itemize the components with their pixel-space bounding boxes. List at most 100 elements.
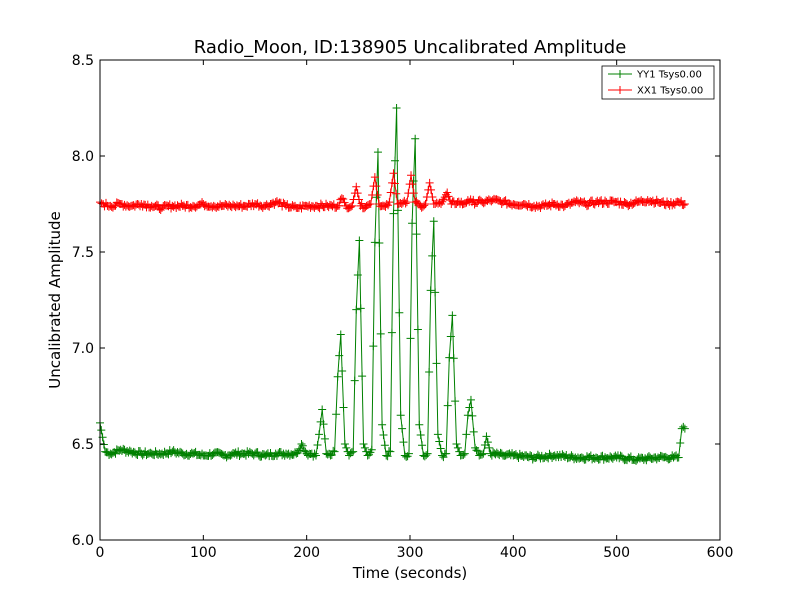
y-axis: 6.0 6.5 7.0 7.5 8.0 8.5 [72, 53, 720, 549]
data-point-0 [376, 329, 385, 338]
data-point-0 [435, 437, 444, 446]
data-point-0 [676, 439, 685, 448]
data-point-0 [477, 450, 486, 459]
data-point-0 [338, 367, 347, 376]
data-point-0 [378, 420, 387, 429]
data-point-1 [425, 178, 434, 187]
x-tick-label: 600 [707, 545, 734, 561]
data-point-0 [349, 447, 358, 456]
data-point-0 [315, 430, 324, 439]
data-point-0 [483, 438, 492, 447]
data-point-0 [436, 444, 445, 453]
data-point-0 [466, 395, 475, 404]
data-point-0 [350, 376, 359, 385]
data-point-0 [391, 156, 400, 165]
data-point-0 [408, 219, 417, 228]
data-point-1 [352, 182, 361, 191]
data-point-0 [360, 443, 369, 452]
plot-markers [96, 104, 689, 465]
data-point-0 [406, 334, 415, 343]
data-point-0 [395, 308, 404, 317]
data-point-0 [416, 431, 425, 440]
data-point-1 [401, 199, 410, 208]
x-axis: 0 100 200 300 400 500 600 [96, 60, 734, 561]
x-tick-label: 0 [96, 545, 105, 561]
data-point-1 [370, 173, 379, 182]
data-point-1 [444, 192, 453, 201]
legend-marker-xx1 [616, 86, 624, 94]
data-point-1 [339, 195, 348, 204]
x-axis-label: Time (seconds) [352, 564, 468, 582]
data-point-1 [346, 202, 355, 211]
data-point-0 [451, 397, 460, 406]
data-point-1 [427, 185, 436, 194]
data-point-0 [674, 453, 683, 462]
data-point-0 [479, 449, 488, 458]
data-point-0 [418, 441, 427, 450]
data-point-1 [680, 200, 689, 208]
data-point-1 [389, 169, 398, 178]
data-point-1 [156, 205, 165, 214]
data-point-0 [336, 330, 345, 339]
data-point-1 [384, 201, 393, 210]
data-point-0 [459, 450, 468, 459]
data-point-0 [386, 447, 395, 456]
data-point-1 [152, 200, 161, 209]
data-point-0 [482, 432, 491, 441]
data-point-0 [404, 449, 413, 458]
data-point-1 [392, 189, 401, 198]
data-point-0 [329, 446, 338, 455]
data-point-0 [370, 238, 379, 247]
data-point-1 [372, 182, 381, 191]
data-point-0 [468, 411, 477, 420]
data-point-0 [412, 230, 421, 239]
data-point-1 [385, 198, 394, 207]
data-point-0 [356, 304, 365, 313]
data-point-0 [313, 440, 322, 449]
data-point-0 [433, 430, 442, 439]
data-point-0 [311, 451, 320, 460]
data-point-1 [402, 198, 411, 207]
legend-label-yy1: YY1 Tsys0.00 [636, 70, 702, 81]
data-point-0 [253, 448, 262, 457]
data-point-1 [443, 188, 452, 197]
data-point-0 [415, 420, 424, 429]
data-point-0 [326, 451, 335, 460]
data-point-0 [452, 440, 461, 448]
data-point-0 [460, 449, 469, 458]
data-point-0 [384, 447, 393, 456]
y-tick-label: 6.5 [72, 437, 94, 453]
y-tick-label: 7.0 [72, 341, 94, 357]
y-tick-label: 8.5 [72, 53, 94, 69]
data-point-0 [680, 424, 689, 433]
data-point-0 [472, 446, 481, 455]
data-point-0 [392, 104, 401, 112]
data-point-0 [297, 440, 306, 448]
data-point-0 [382, 451, 391, 460]
data-point-0 [97, 426, 106, 435]
y-tick-label: 6.0 [72, 533, 94, 549]
legend-label-xx1: XX1 Tsys0.00 [637, 86, 703, 97]
data-point-0 [389, 209, 398, 218]
data-point-0 [369, 342, 378, 351]
data-point-0 [425, 368, 434, 376]
data-point-0 [335, 351, 344, 360]
data-point-0 [398, 424, 407, 433]
data-point-0 [453, 443, 462, 452]
data-point-0 [380, 441, 389, 450]
legend: YY1 Tsys0.00 XX1 Tsys0.00 [601, 65, 715, 100]
y-axis-label: Uncalibrated Amplitude [46, 211, 64, 388]
data-point-1 [335, 201, 344, 210]
data-point-1 [337, 194, 346, 203]
data-point-0 [340, 440, 349, 448]
data-point-0 [679, 422, 688, 431]
data-point-1 [428, 192, 437, 201]
x-tick-label: 500 [603, 545, 630, 561]
data-point-0 [383, 452, 392, 461]
data-point-0 [358, 372, 367, 381]
data-point-0 [463, 411, 472, 420]
data-point-0 [442, 449, 451, 458]
data-point-0 [339, 403, 348, 412]
